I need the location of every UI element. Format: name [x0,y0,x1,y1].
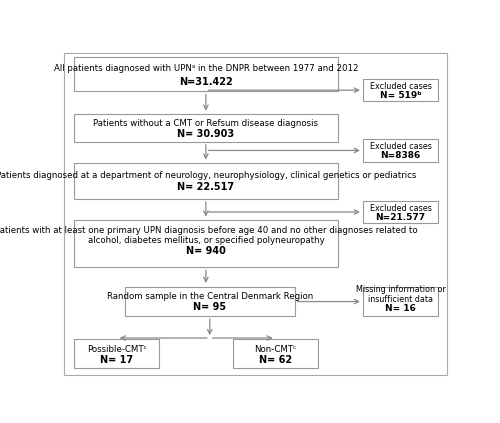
Text: N= 22.517: N= 22.517 [178,182,234,192]
Text: Patients with at least one primary UPN diagnosis before age 40 and no other diag: Patients with at least one primary UPN d… [0,225,417,245]
FancyBboxPatch shape [74,220,338,267]
Text: Excluded cases: Excluded cases [370,204,432,213]
Text: Missing information or
insufficient data: Missing information or insufficient data [356,285,446,304]
FancyBboxPatch shape [74,339,160,368]
FancyBboxPatch shape [124,287,295,316]
Text: N= 519ᵇ: N= 519ᵇ [380,91,422,99]
FancyBboxPatch shape [233,339,318,368]
FancyBboxPatch shape [74,57,338,91]
Text: Non-CMTᶜ: Non-CMTᶜ [254,345,297,354]
Text: N=21.577: N=21.577 [376,213,426,222]
Text: N= 940: N= 940 [186,246,226,256]
Text: Possible-CMTᶜ: Possible-CMTᶜ [87,345,146,354]
Text: N= 30.903: N= 30.903 [178,129,234,139]
Text: N= 62: N= 62 [259,354,292,365]
FancyBboxPatch shape [74,114,338,142]
Text: Excluded cases: Excluded cases [370,142,432,151]
Text: All patients diagnosed with UPNᵃ in the DNPR between 1977 and 2012: All patients diagnosed with UPNᵃ in the … [54,64,358,73]
FancyBboxPatch shape [363,139,438,162]
Text: N= 16: N= 16 [385,304,416,313]
Text: Excluded cases: Excluded cases [370,82,432,91]
Text: Patients without a CMT or Refsum disease diagnosis: Patients without a CMT or Refsum disease… [94,119,318,128]
Text: N=8386: N=8386 [380,151,420,160]
FancyBboxPatch shape [363,287,438,316]
Text: N= 17: N= 17 [100,354,134,365]
Text: Random sample in the Central Denmark Region: Random sample in the Central Denmark Reg… [106,292,313,302]
FancyBboxPatch shape [363,79,438,101]
Text: N= 95: N= 95 [193,302,226,313]
Text: N=31.422: N=31.422 [179,77,233,87]
FancyBboxPatch shape [74,163,338,199]
FancyBboxPatch shape [363,201,438,223]
Text: Patients diagnosed at a department of neurology, neurophysiology, clinical genet: Patients diagnosed at a department of ne… [0,171,416,180]
